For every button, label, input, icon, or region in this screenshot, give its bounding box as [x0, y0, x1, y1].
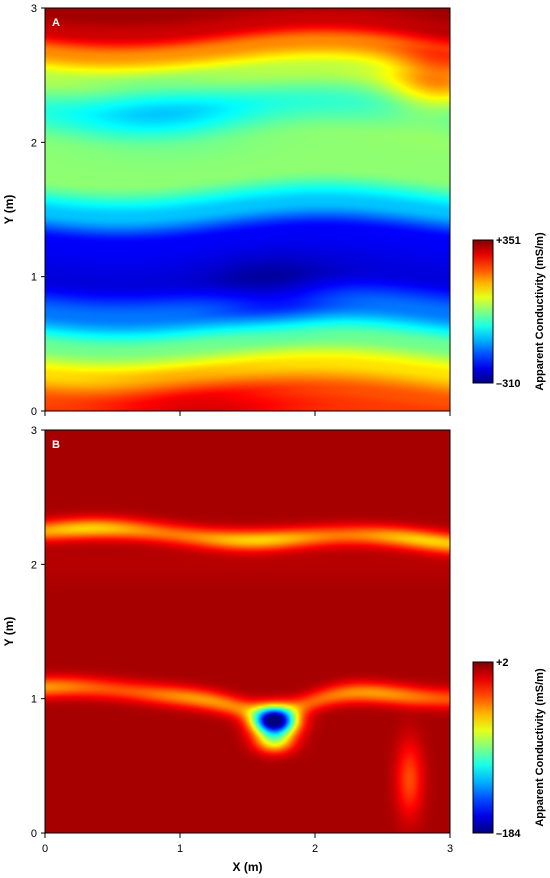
ticks-b: 0 1 2 3 0 1 2 3 [31, 425, 453, 855]
y-tick-label: 2 [31, 559, 37, 571]
y-tick-label: 3 [31, 425, 37, 437]
colorbar-title-a: Apparent Conductivity (mS/m) [534, 232, 546, 391]
colorbar-title-b: Apparent Conductivity (mS/m) [534, 668, 546, 827]
colorbar-b [472, 661, 494, 834]
y-axis-label-b: Y (m) [2, 617, 16, 647]
heatmap-a [45, 8, 450, 411]
colorbar-max-label-b: +2 [496, 657, 509, 669]
colorbar-max-label-a: +351 [496, 235, 521, 247]
plot-frame-b [44, 429, 451, 834]
y-axis-label-a: Y (m) [2, 195, 16, 225]
plot-frame-a [44, 7, 451, 412]
panel-b: B 0 1 2 3 0 1 2 3 Y (m) X (m) +2 –184 Apparent … [2, 425, 546, 874]
y-tick-label: 3 [31, 3, 37, 15]
x-tick-label: 2 [312, 843, 318, 855]
colorbar-a [472, 239, 494, 384]
x-tick-label: 0 [42, 843, 48, 855]
x-tick-label: 3 [447, 843, 453, 855]
heatmap-b [45, 430, 450, 833]
panel-label-b: B [52, 439, 60, 451]
y-tick-label: 0 [31, 828, 37, 840]
y-tick-label: 1 [31, 272, 37, 284]
y-tick-label: 0 [31, 406, 37, 418]
colorbar-min-label-b: –184 [496, 828, 521, 840]
colorbar-min-label-a: –310 [496, 378, 520, 390]
x-axis-label-b: X (m) [233, 860, 263, 874]
y-tick-label: 1 [31, 694, 37, 706]
y-tick-label: 2 [31, 137, 37, 149]
panel-label-a: A [52, 17, 60, 29]
panel-a: A 0 1 2 3 Y (m) +351 –310 Apparent Conducti… [2, 3, 546, 418]
x-tick-label: 1 [177, 843, 183, 855]
ticks-a: 0 1 2 3 [31, 3, 451, 418]
